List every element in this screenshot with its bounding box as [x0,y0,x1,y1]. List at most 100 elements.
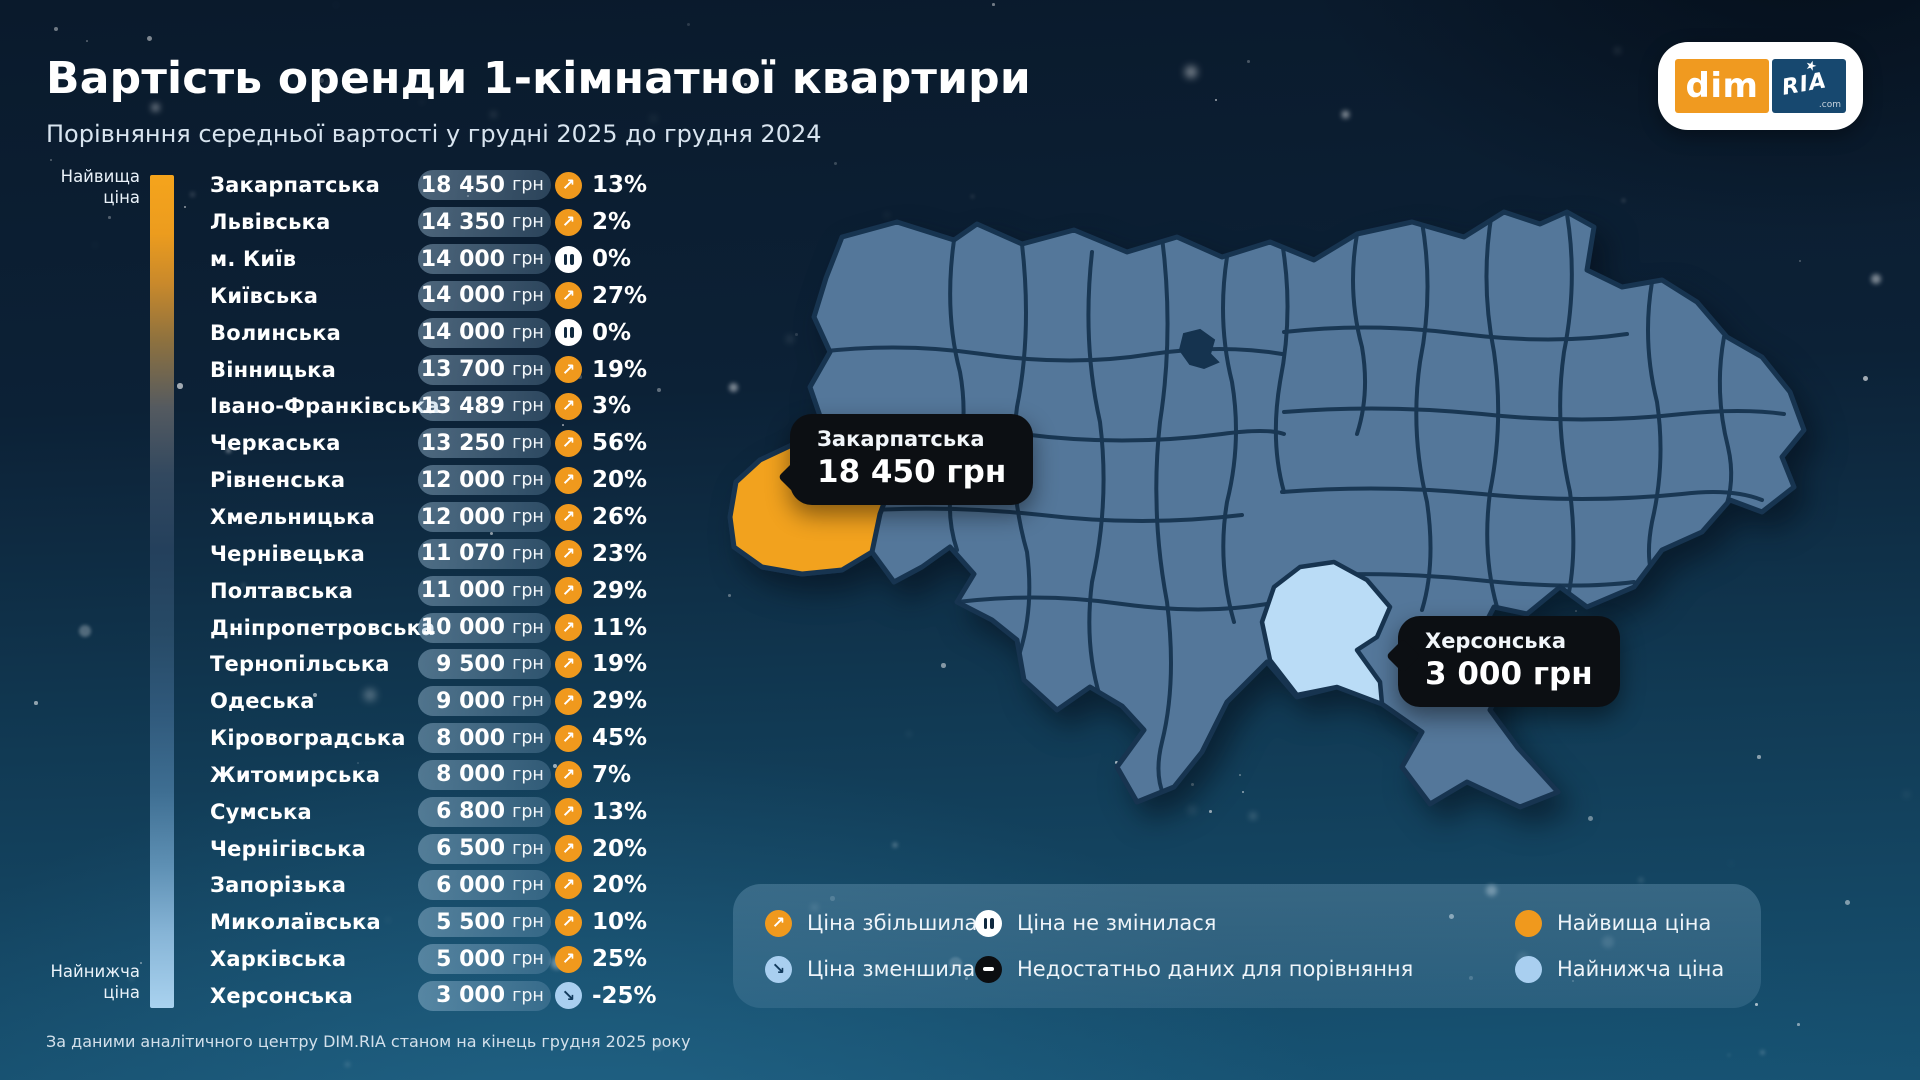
currency-label: грн [512,875,544,896]
region-row: Закарпатська 18 450 грн ↗ 13% [210,167,657,204]
price-value: 14 000 [420,246,505,272]
price-value: 6 500 [436,836,505,862]
trend-up-icon: ↗ [555,761,582,789]
legend-item: ↘ Ціна зменшилася [761,955,999,983]
currency-label: грн [512,985,544,1006]
currency-label: грн [512,285,544,306]
trend-up-icon: ↗ [555,871,582,899]
trend-dot-high-icon [1515,909,1542,937]
page-title: Вартість оренди 1-кімнатної квартири [46,53,1031,105]
region-row: Дніпропетровська 10 000 грн ↗ 11% [210,609,657,646]
region-name: Харківська [210,947,347,972]
trend-dot-low-icon [1515,955,1542,983]
region-row: Івано-Франківська 13 489 грн ↗ 3% [210,388,657,425]
change-percent: 7% [592,761,632,788]
region-row: Запорізька 6 000 грн ↗ 20% [210,867,657,904]
region-name: Миколаївська [210,910,381,935]
price-value: 18 450 [420,172,505,198]
price-value: 5 000 [436,946,505,972]
region-name: Полтавська [210,578,354,603]
price-value: 12 000 [420,504,505,530]
region-name: Житомирська [210,762,381,787]
price-pill: 12 000 грн [418,502,551,533]
scale-label-lowest: Найнижча ціна [50,962,140,1003]
region-name: Чернігівська [210,836,366,861]
change-percent: 20% [592,872,648,899]
currency-label: грн [512,433,544,454]
ria-logo-text: RIA [1780,68,1829,101]
dim-logo-text: dim [1685,66,1759,106]
trend-pause-icon [555,245,582,273]
region-row: Київська 14 000 грн ↗ 27% [210,278,657,315]
price-value: 8 000 [436,762,505,788]
region-kherson [1259,559,1393,707]
region-price-list: Закарпатська 18 450 грн ↗ 13% Львівська … [210,167,657,1014]
change-percent: 13% [592,798,648,825]
region-name: Сумська [210,799,312,824]
region-name: Дніпропетровська [210,615,436,640]
price-value: 14 350 [420,209,505,235]
legend-item: Найнижча ціна [1511,955,1741,983]
trend-down-icon: ↘ [555,982,582,1010]
callout-region-name: Закарпатська [817,427,985,451]
region-name: Хмельницька [210,505,375,530]
change-percent: 13% [592,172,648,199]
scale-label-highest: Найвища ціна [60,167,140,208]
price-pill: 8 000 грн [418,723,551,754]
currency-label: грн [512,580,544,601]
region-row: Черкаська 13 250 грн ↗ 56% [210,425,657,462]
region-row: Чернівецька 11 070 грн ↗ 23% [210,535,657,572]
price-value: 11 070 [420,541,505,567]
price-pill: 8 000 грн [418,759,551,790]
currency-label: грн [512,396,544,417]
price-pill: 9 500 грн [418,649,551,680]
trend-up-icon: ↗ [555,945,582,973]
change-percent: 0% [592,319,632,346]
dim-logo-box: dim [1675,59,1769,113]
legend-label: Найнижча ціна [1557,957,1725,981]
change-percent: 27% [592,282,648,309]
legend-item: Недостатньо даних для порівняння [971,955,1511,983]
region-row: Миколаївська 5 500 грн ↗ 10% [210,904,657,941]
change-percent: 25% [592,946,648,973]
price-value: 10 000 [420,615,505,641]
currency-label: грн [512,507,544,528]
legend-item: Найвища ціна [1511,909,1741,937]
price-value: 6 800 [436,799,505,825]
legend-label: Ціна збільшилася [807,911,1002,935]
price-value: 3 000 [436,983,505,1009]
region-row: Сумська 6 800 грн ↗ 13% [210,793,657,830]
region-name: Вінницька [210,357,337,382]
price-value: 13 700 [420,357,505,383]
price-pill: 12 000 грн [418,465,551,496]
trend-up-icon: ↗ [555,687,582,715]
currency-label: грн [512,212,544,233]
currency-label: грн [512,838,544,859]
region-row: Харківська 5 000 грн ↗ 25% [210,941,657,978]
region-name: Волинська [210,320,341,345]
change-percent: 56% [592,430,648,457]
legend-label: Ціна не змінилася [1017,911,1217,935]
oblast-borders [815,212,1786,798]
trend-up-icon: ↗ [555,908,582,936]
price-value: 9 000 [436,688,505,714]
price-pill: 14 350 грн [418,207,551,238]
currency-label: грн [512,728,544,749]
price-pill: 6 500 грн [418,833,551,864]
trend-up-icon: ↗ [555,356,582,384]
ria-com-text: .com [1818,100,1841,110]
change-percent: 26% [592,504,648,531]
region-name: Черкаська [210,431,341,456]
price-value: 12 000 [420,467,505,493]
data-source-note: За даними аналітичного центру DIM.RIA ст… [46,1032,691,1051]
currency-label: грн [512,654,544,675]
kyiv-city-shape [1178,328,1220,370]
map-callout-kherson: Херсонська 3 000 грн [1398,616,1620,707]
currency-label: грн [512,617,544,638]
currency-label: грн [512,801,544,822]
change-percent: 3% [592,393,632,420]
trend-up-icon: ↗ [555,171,582,199]
trend-up-icon: ↗ [555,577,582,605]
trend-up-icon: ↗ [555,429,582,457]
